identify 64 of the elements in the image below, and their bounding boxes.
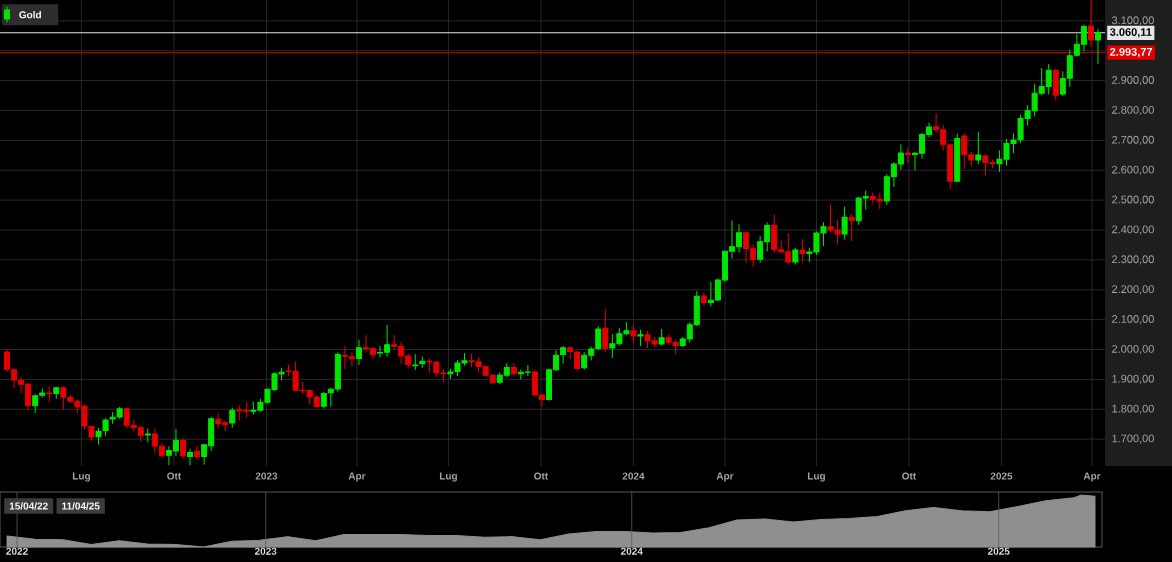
y-tick-label: 1.800,00 <box>1112 404 1154 414</box>
candlestick <box>46 386 53 402</box>
y-tick-label: 2.300,00 <box>1112 255 1154 265</box>
candlestick <box>637 329 644 347</box>
candlestick <box>187 448 194 466</box>
y-tick-label: 2.200,00 <box>1112 285 1154 295</box>
x-tick-label: Lug <box>439 472 457 482</box>
y-tick-label: 2.700,00 <box>1112 135 1154 145</box>
candlestick <box>904 147 911 164</box>
x-tick-label: 2023 <box>255 472 278 480</box>
candlestick <box>510 363 517 376</box>
legend-label: Gold <box>19 11 41 19</box>
candlestick <box>1052 68 1059 101</box>
y-tick-label: 1.700,00 <box>1112 434 1154 444</box>
y-tick-label: 2.900,00 <box>1112 76 1154 86</box>
annotation: 11/04/25 <box>62 502 100 510</box>
x-tick-label: Ott <box>902 472 917 480</box>
candlestick <box>602 308 609 353</box>
candlestick <box>1094 28 1101 65</box>
candlestick <box>630 325 637 343</box>
ref-line-label: 2.993,77 <box>1110 47 1153 58</box>
x-tick-label: 2024 <box>620 547 643 555</box>
annotation: 15/04/22 <box>9 502 48 510</box>
candlestick <box>799 239 806 262</box>
candlestick <box>320 391 327 409</box>
y-tick-label: 2.600,00 <box>1112 165 1154 175</box>
candlestick <box>792 247 799 265</box>
x-tick-label: Lug <box>807 472 825 482</box>
candlestick <box>419 356 426 368</box>
candlestick <box>560 346 567 364</box>
candlestick <box>179 438 187 458</box>
candlestick <box>53 386 60 399</box>
candlestick <box>954 133 961 183</box>
y-tick-label: 1.900,00 <box>1112 374 1154 384</box>
x-tick-label: 2023 <box>254 547 277 555</box>
candlestick <box>1087 0 1094 47</box>
candlestick <box>144 428 151 443</box>
ref-line-label: 3.060,11 <box>1109 28 1152 38</box>
y-tick-label: 2.400,00 <box>1112 225 1154 235</box>
candlestick <box>975 131 982 165</box>
x-tick-label: 2022 <box>6 547 28 555</box>
x-tick-label: Lug <box>72 472 90 482</box>
x-tick-label: 2025 <box>987 547 1010 555</box>
y-tick-label: 2.000,00 <box>1112 344 1154 355</box>
candlestick <box>412 354 419 371</box>
x-tick-label: Apr <box>716 472 734 482</box>
candlestick <box>355 339 362 365</box>
x-tick-label: Apr <box>348 472 366 482</box>
y-tick-label: 2.500,00 <box>1112 195 1154 205</box>
candlestick <box>229 407 236 428</box>
candlestick <box>95 427 102 445</box>
x-tick-label: Ott <box>167 472 182 480</box>
x-tick-label: 2024 <box>622 472 645 480</box>
y-tick-label: 2.100,00 <box>1112 315 1154 325</box>
y-tick-label: 3.100,00 <box>1111 16 1154 26</box>
candlestick <box>658 328 665 346</box>
y-tick-label: 2.800,00 <box>1112 105 1154 116</box>
x-tick-label: Ott <box>534 472 549 480</box>
candlestick <box>700 292 707 306</box>
x-tick-label: Apr <box>1083 472 1101 482</box>
candlestick <box>848 213 855 242</box>
candlestick <box>194 445 201 460</box>
candlestick <box>841 206 848 240</box>
x-tick-label: 2025 <box>990 472 1013 480</box>
